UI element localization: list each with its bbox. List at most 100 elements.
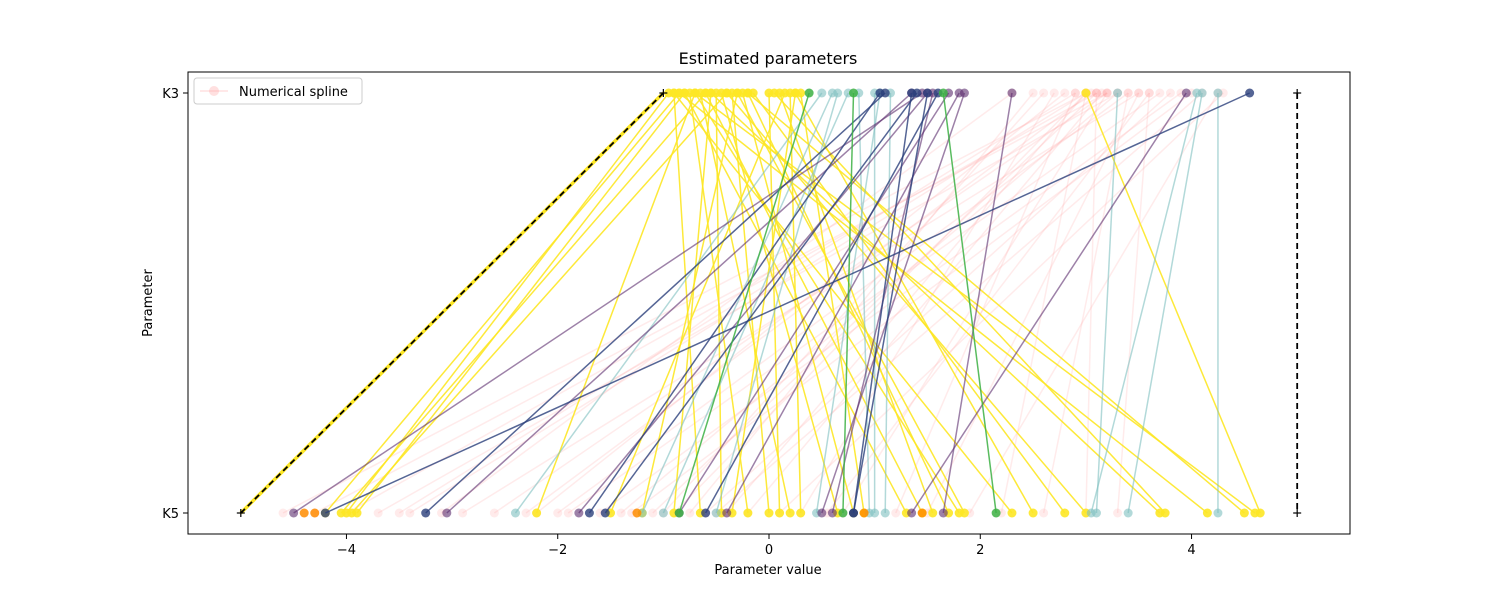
data-point: [685, 508, 695, 518]
data-point: [1197, 88, 1207, 98]
series-yellow: [320, 88, 1265, 518]
data-point: [1144, 88, 1154, 98]
y-axis: K3 K5: [162, 87, 188, 522]
series-line: [441, 92, 1013, 514]
data-point: [1213, 88, 1223, 98]
data-point: [959, 88, 969, 98]
series-line: [747, 92, 1103, 514]
series-line: [641, 92, 834, 514]
series-line: [1116, 92, 1151, 514]
series-line: [409, 92, 1087, 514]
series-line: [346, 92, 1097, 514]
legend: Numerical spline: [193, 77, 363, 105]
data-point: [769, 88, 779, 98]
data-point: [907, 88, 917, 98]
data-point: [674, 508, 684, 518]
data-point: [938, 88, 948, 98]
data-point: [796, 508, 806, 518]
data-point: [922, 88, 932, 98]
data-point: [938, 508, 948, 518]
legend-box: [193, 77, 363, 105]
y-tick-label: K3: [162, 87, 179, 102]
data-point: [991, 508, 1001, 518]
series-line: [678, 92, 810, 514]
series-navy: [320, 88, 1255, 518]
series-line: [1127, 92, 1203, 514]
reference-highlight-line: [239, 91, 665, 515]
data-point: [849, 88, 859, 98]
data-point: [648, 508, 658, 518]
series-line: [969, 92, 1219, 514]
series-line: [620, 92, 1119, 514]
series-line: [1085, 92, 1098, 514]
series-line: [351, 92, 728, 514]
data-point: [1070, 88, 1080, 98]
series-line: [340, 92, 707, 514]
y-axis-label: Parameter: [141, 269, 156, 337]
data-point: [817, 88, 827, 98]
data-point: [616, 508, 626, 518]
data-point: [1239, 508, 1249, 518]
series-line: [588, 92, 881, 514]
data-point: [1028, 508, 1038, 518]
data-point: [701, 508, 711, 518]
x-tick-label: 0: [765, 543, 773, 558]
series-line: [895, 92, 1077, 514]
series-line: [705, 92, 1171, 514]
data-point: [1144, 88, 1154, 98]
chart-title: Estimated parameters: [679, 49, 858, 68]
series-line: [884, 92, 892, 514]
series-line: [699, 92, 791, 514]
data-point: [1202, 508, 1212, 518]
series-line: [852, 92, 913, 514]
y-tick-label: K5: [162, 507, 179, 522]
data-point: [299, 508, 309, 518]
series-line: [525, 92, 1092, 514]
data-point: [341, 508, 351, 518]
data-point: [574, 508, 584, 518]
data-point: [421, 508, 431, 518]
series-line: [345, 92, 670, 514]
x-tick-label: −4: [337, 543, 356, 558]
data-point: [907, 508, 917, 518]
data-point: [1113, 88, 1123, 98]
data-point: [352, 508, 362, 518]
data-point: [1091, 88, 1101, 98]
data-point: [405, 508, 415, 518]
data-point: [278, 508, 288, 518]
series-line: [673, 92, 702, 514]
series-line: [741, 92, 855, 514]
data-point: [442, 508, 452, 518]
data-point: [1091, 88, 1101, 98]
data-point: [584, 508, 594, 518]
data-point: [1028, 88, 1038, 98]
series-line: [282, 92, 1087, 514]
series-line: [536, 92, 1066, 514]
series-line: [694, 92, 1256, 514]
data-point: [1165, 88, 1175, 98]
series-line: [720, 92, 839, 514]
data-point: [1255, 508, 1265, 518]
x-axis-label: Parameter value: [714, 563, 821, 578]
data-point: [917, 508, 927, 518]
data-point: [1060, 508, 1070, 518]
series-line: [462, 92, 1140, 514]
series-line: [1085, 92, 1261, 514]
series-line: [609, 92, 786, 514]
data-point: [722, 508, 732, 518]
data-point: [817, 508, 827, 518]
data-point: [743, 88, 753, 98]
data-point: [1213, 508, 1223, 518]
data-point: [959, 508, 969, 518]
series-line: [314, 92, 1108, 514]
series-line: [852, 92, 929, 514]
data-point: [711, 508, 721, 518]
series-green: [674, 88, 1001, 518]
series-line: [704, 92, 939, 514]
data-point: [310, 508, 320, 518]
series-line: [1000, 92, 1087, 514]
data-point: [1102, 88, 1112, 98]
series-line: [752, 92, 1066, 514]
data-point: [1097, 88, 1107, 98]
data-point: [1102, 88, 1112, 98]
